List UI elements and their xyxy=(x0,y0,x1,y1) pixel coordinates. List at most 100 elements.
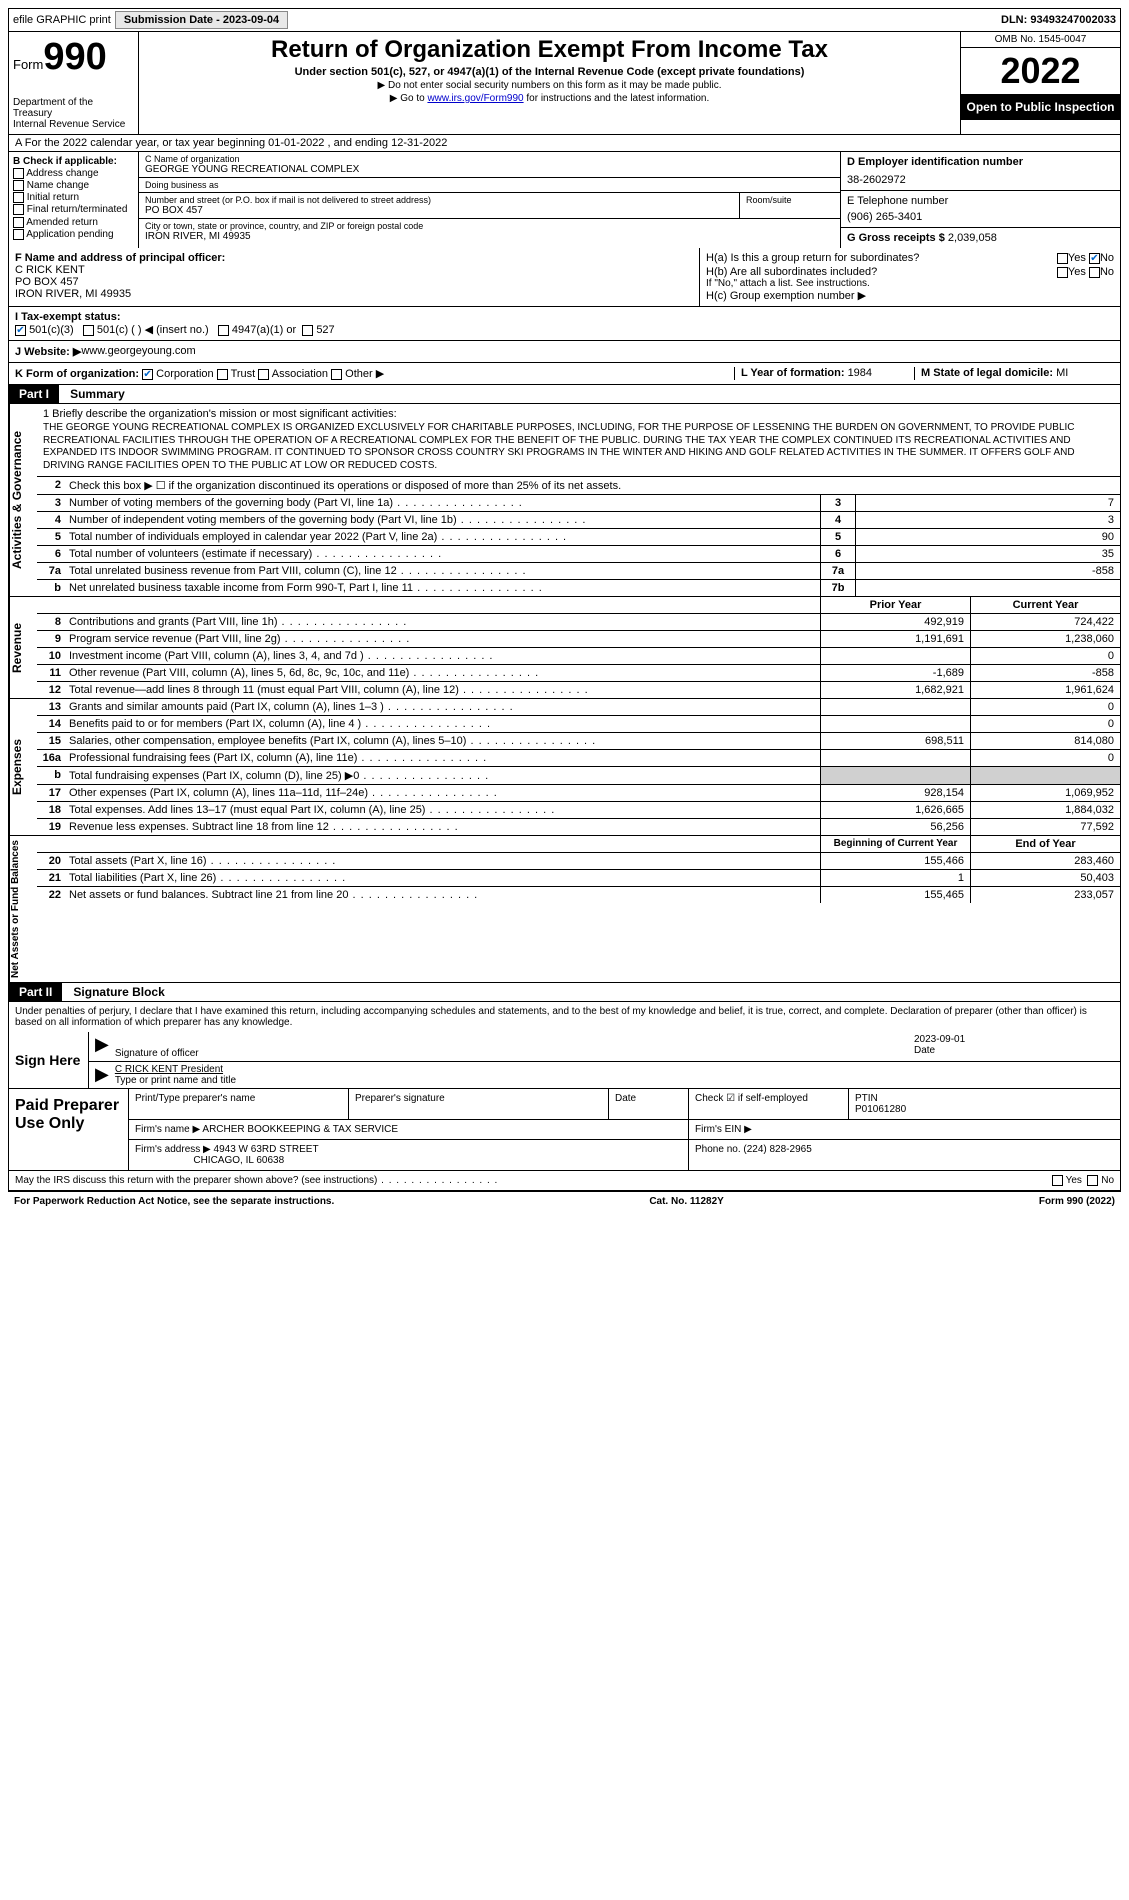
chk-trust[interactable] xyxy=(217,369,228,380)
website-label: J Website: ▶ xyxy=(15,345,81,358)
officer-addr1: PO BOX 457 xyxy=(15,276,693,288)
row-current: 233,057 xyxy=(970,887,1120,903)
chk-assoc[interactable] xyxy=(258,369,269,380)
hb-label: H(b) Are all subordinates included? xyxy=(706,266,877,278)
gross-value: 2,039,058 xyxy=(948,232,997,244)
firm-name-label: Firm's name ▶ xyxy=(135,1124,200,1135)
chk-name-change[interactable] xyxy=(13,180,24,191)
row-prior: 155,466 xyxy=(820,853,970,869)
lbl-name-change: Name change xyxy=(27,180,89,191)
row-current: 1,961,624 xyxy=(970,682,1120,698)
row6-key: 6 xyxy=(820,546,856,562)
paid-check-self: Check ☑ if self-employed xyxy=(689,1089,849,1119)
row-current xyxy=(970,767,1120,784)
row-num: 13 xyxy=(37,699,65,715)
year-formation-label: L Year of formation: xyxy=(741,367,848,379)
paid-preparer-label: Paid Preparer Use Only xyxy=(9,1089,129,1170)
row-current: 0 xyxy=(970,716,1120,732)
chk-amended[interactable] xyxy=(13,217,24,228)
officer-name: C RICK KENT xyxy=(15,264,693,276)
form-word: Form xyxy=(13,57,43,72)
chk-501c3[interactable] xyxy=(15,325,26,336)
state-domicile-label: M State of legal domicile: xyxy=(921,367,1056,379)
row3-key: 3 xyxy=(820,495,856,511)
hb-note: If "No," attach a list. See instructions… xyxy=(706,278,1114,289)
discuss-yes[interactable] xyxy=(1052,1175,1063,1186)
opt-corp: Corporation xyxy=(156,368,213,380)
sig-officer-label: Signature of officer xyxy=(115,1048,199,1059)
arrow-icon: ▶ xyxy=(95,1064,109,1086)
row-current: 724,422 xyxy=(970,614,1120,630)
paid-col0: Print/Type preparer's name xyxy=(129,1089,349,1119)
row4-val: 3 xyxy=(856,512,1120,528)
chk-address-change[interactable] xyxy=(13,168,24,179)
tab-revenue: Revenue xyxy=(9,597,37,698)
irs-link[interactable]: www.irs.gov/Form990 xyxy=(427,93,523,104)
open-public-badge: Open to Public Inspection xyxy=(961,94,1120,120)
row-num: 20 xyxy=(37,853,65,869)
paid-col1: Preparer's signature xyxy=(349,1089,609,1119)
row-num: 19 xyxy=(37,819,65,835)
col-beg: Beginning of Current Year xyxy=(820,836,970,852)
row-prior: 1,682,921 xyxy=(820,682,970,698)
state-domicile-value: MI xyxy=(1056,367,1068,379)
firm-phone: (224) 828-2965 xyxy=(743,1144,811,1155)
footer-mid: Cat. No. 11282Y xyxy=(649,1196,723,1207)
row-current: 814,080 xyxy=(970,733,1120,749)
ha-yes[interactable] xyxy=(1057,253,1068,264)
form-number: 990 xyxy=(43,36,106,78)
chk-501c[interactable] xyxy=(83,325,94,336)
form-subtitle: Under section 501(c), 527, or 4947(a)(1)… xyxy=(143,66,956,78)
tax-year: 2022 xyxy=(961,48,1120,94)
chk-app-pending[interactable] xyxy=(13,229,24,240)
discuss-no[interactable] xyxy=(1087,1175,1098,1186)
lbl-app-pending: Application pending xyxy=(26,229,113,240)
hb-no[interactable] xyxy=(1089,267,1100,278)
row-prior xyxy=(820,716,970,732)
note2-pre: ▶ Go to xyxy=(390,93,428,104)
arrow-icon: ▶ xyxy=(95,1034,109,1059)
street-value: PO BOX 457 xyxy=(145,205,733,216)
row-current: 77,592 xyxy=(970,819,1120,835)
row-text: Total fundraising expenses (Part IX, col… xyxy=(65,767,820,784)
row-text: Professional fundraising fees (Part IX, … xyxy=(65,750,820,766)
chk-other[interactable] xyxy=(331,369,342,380)
row-prior: 1,191,691 xyxy=(820,631,970,647)
hb-yes[interactable] xyxy=(1057,267,1068,278)
note2-post: for instructions and the latest informat… xyxy=(524,93,710,104)
row-text: Total assets (Part X, line 16) xyxy=(65,853,820,869)
row-num: 9 xyxy=(37,631,65,647)
row5-val: 90 xyxy=(856,529,1120,545)
ha-label: H(a) Is this a group return for subordin… xyxy=(706,252,919,264)
part2-title: Signature Block xyxy=(65,983,172,1001)
row-num: 17 xyxy=(37,785,65,801)
row-num: 21 xyxy=(37,870,65,886)
chk-final-return[interactable] xyxy=(13,204,24,215)
ptin-label: PTIN xyxy=(855,1093,878,1104)
submission-date-button[interactable]: Submission Date - 2023-09-04 xyxy=(115,11,288,29)
row-prior xyxy=(820,750,970,766)
ha-no[interactable] xyxy=(1089,253,1100,264)
row-prior: 698,511 xyxy=(820,733,970,749)
sig-date: 2023-09-01 xyxy=(914,1034,1114,1045)
phone-value: (906) 265-3401 xyxy=(847,211,1114,223)
chk-corp[interactable] xyxy=(142,369,153,380)
sign-here-label: Sign Here xyxy=(9,1032,89,1088)
row-prior xyxy=(820,767,970,784)
chk-527[interactable] xyxy=(302,325,313,336)
year-formation-value: 1984 xyxy=(848,367,872,379)
sig-date-label: Date xyxy=(914,1045,935,1056)
discuss-label: May the IRS discuss this return with the… xyxy=(15,1175,1052,1186)
opt-527: 527 xyxy=(316,324,334,336)
row-num: 14 xyxy=(37,716,65,732)
sig-name: C RICK KENT President xyxy=(115,1064,1114,1075)
chk-initial-return[interactable] xyxy=(13,192,24,203)
opt-other: Other ▶ xyxy=(345,368,384,380)
footer-left: For Paperwork Reduction Act Notice, see … xyxy=(14,1196,334,1207)
chk-4947[interactable] xyxy=(218,325,229,336)
opt-trust: Trust xyxy=(231,368,256,380)
opt-4947: 4947(a)(1) or xyxy=(232,324,296,336)
row6-val: 35 xyxy=(856,546,1120,562)
row7b-text: Net unrelated business taxable income fr… xyxy=(65,580,820,596)
firm-addr1: 4943 W 63RD STREET xyxy=(214,1144,319,1155)
